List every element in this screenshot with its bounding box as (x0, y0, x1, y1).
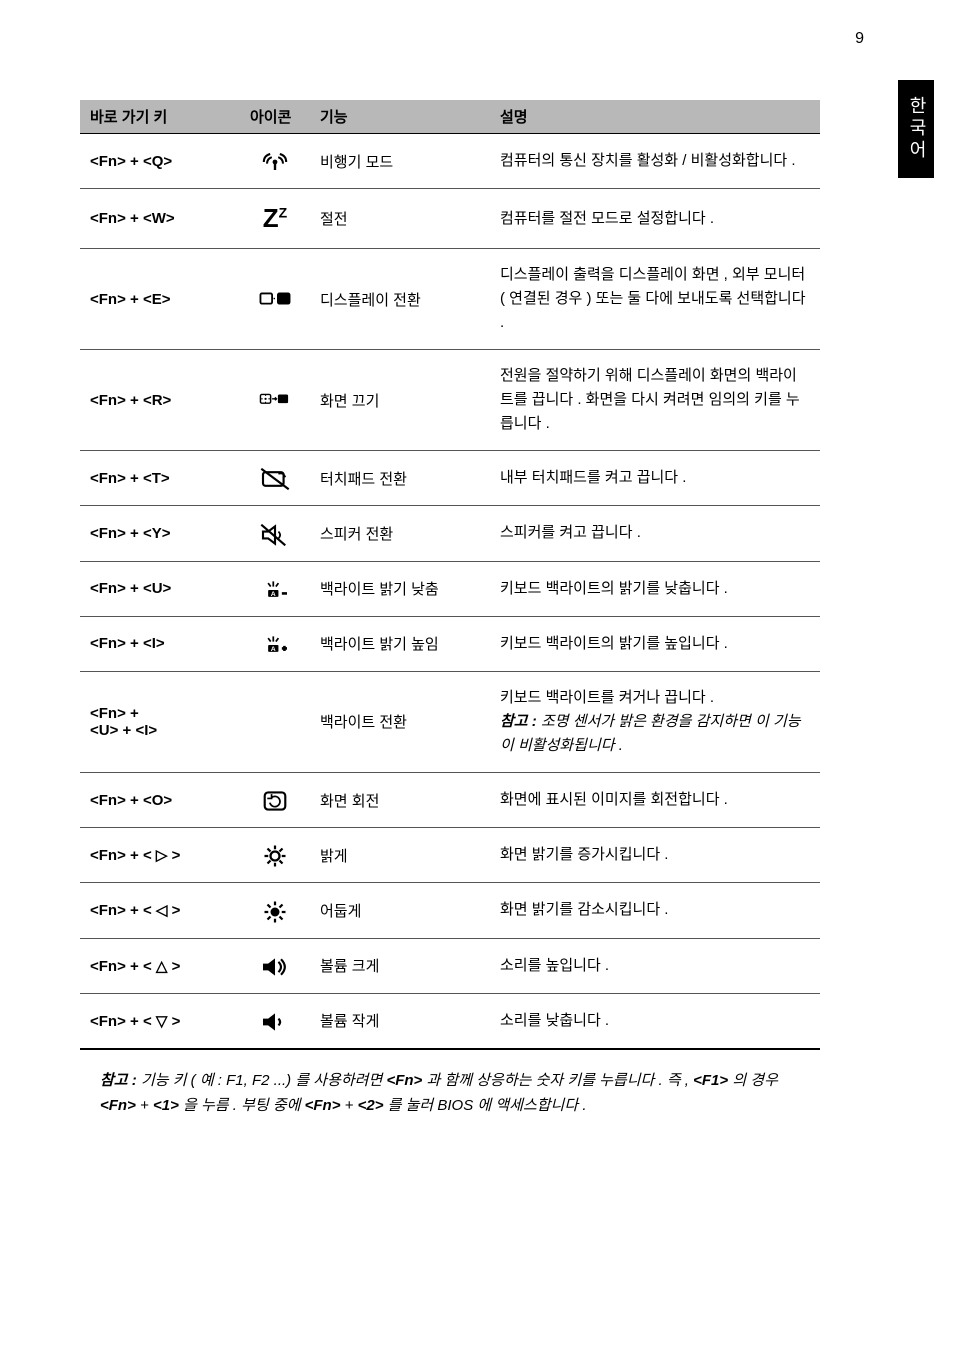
desc-cell: 소리를 높입니다 . (490, 938, 820, 993)
footer-text-7: 를 눌러 BIOS 에 액세스합니다 . (383, 1097, 586, 1114)
desc-cell: 디스플레이 출력을 디스플레이 화면 , 외부 모니터 ( 연결된 경우 ) 또… (490, 249, 820, 350)
key-cell: <Fn> + < ▷ > (80, 828, 240, 883)
footer-text-5: 을 누름 . 부팅 중에 (179, 1097, 305, 1114)
key-cell: <Fn> + <Q> (80, 134, 240, 189)
svg-text:A: A (271, 591, 276, 598)
key-cell: <Fn> + <I> (80, 616, 240, 671)
desc-cell: 화면에 표시된 이미지를 회전합니다 . (490, 772, 820, 827)
vol-up-icon (240, 938, 310, 993)
table-row: <Fn> + <E> 디스플레이 전환디스플레이 출력을 디스플레이 화면 , 외… (80, 249, 820, 350)
desc-cell: 키보드 백라이트의 밝기를 낮춥니다 . (490, 561, 820, 616)
speaker-mute-icon (240, 506, 310, 561)
table-row: <Fn> + < △ > 볼륨 크게소리를 높입니다 . (80, 938, 820, 993)
table-row: <Fn> + <R> 화면 끄기전원을 절약하기 위해 디스플레이 화면의 백라이… (80, 350, 820, 451)
func-cell: 화면 회전 (310, 772, 490, 827)
key-cell: <Fn> + <E> (80, 249, 240, 350)
table-row: <Fn> + <U> + <I> 백라이트 전환키보드 백라이트를 켜거나 끕니다… (80, 671, 820, 772)
note-label: 참고 : (100, 1072, 141, 1089)
table-row: <Fn> + <T> 터치패드 전환내부 터치패드를 켜고 끕니다 . (80, 451, 820, 506)
key-cell: <Fn> + <W> (80, 189, 240, 249)
language-tab: 한국어 (898, 80, 934, 178)
header-key: 바로 가기 키 (80, 100, 240, 134)
func-cell: 비행기 모드 (310, 134, 490, 189)
desc-cell: 컴퓨터를 절전 모드로 설정합니다 . (490, 189, 820, 249)
desc-cell: 화면 밝기를 증가시킵니다 . (490, 828, 820, 883)
footer-text-4: + (136, 1097, 153, 1114)
hotkey-table: 바로 가기 키 아이콘 기능 설명 <Fn> + <Q> 비행기 모드컴퓨터의 통… (80, 100, 820, 1050)
kb-backlight-up-icon: A (240, 616, 310, 671)
key-cell: <Fn> + <O> (80, 772, 240, 827)
footer-key-1: <Fn> (386, 1072, 422, 1089)
table-row: <Fn> + <W>ZZ절전컴퓨터를 절전 모드로 설정합니다 . (80, 189, 820, 249)
footer-key-4: <1> (153, 1097, 179, 1114)
signal-icon (240, 134, 310, 189)
table-row: <Fn> + <O> 화면 회전화면에 표시된 이미지를 회전합니다 . (80, 772, 820, 827)
footer-key-5: <Fn> (305, 1097, 341, 1114)
desc-cell: 소리를 낮춥니다 . (490, 993, 820, 1049)
table-row: <Fn> + < ◁ > 어둡게화면 밝기를 감소시킵니다 . (80, 883, 820, 938)
key-cell: <Fn> + <U> + <I> (80, 671, 240, 772)
table-row: <Fn> + <Q> 비행기 모드컴퓨터의 통신 장치를 활성화 / 비활성화합니… (80, 134, 820, 189)
func-cell: 스피커 전환 (310, 506, 490, 561)
key-cell: <Fn> + < ◁ > (80, 883, 240, 938)
func-cell: 터치패드 전환 (310, 451, 490, 506)
footer-key-3: <Fn> (100, 1097, 136, 1114)
main-content: 바로 가기 키 아이콘 기능 설명 <Fn> + <Q> 비행기 모드컴퓨터의 통… (80, 100, 820, 1119)
func-cell: 디스플레이 전환 (310, 249, 490, 350)
key-cell: <Fn> + < △ > (80, 938, 240, 993)
desc-cell: 키보드 백라이트의 밝기를 높입니다 . (490, 616, 820, 671)
vol-down-icon (240, 993, 310, 1049)
page-number: 9 (855, 30, 864, 48)
table-row: <Fn> + <I> A 백라이트 밝기 높임키보드 백라이트의 밝기를 높입니다 … (80, 616, 820, 671)
touchpad-icon (240, 451, 310, 506)
key-cell: <Fn> + < ▽ > (80, 993, 240, 1049)
footer-text-2: 과 함께 상응하는 숫자 키를 누릅니다 . 즉 , (422, 1072, 693, 1089)
zz-icon: ZZ (240, 189, 310, 249)
desc-cell: 전원을 절약하기 위해 디스플레이 화면의 백라이트를 끕니다 . 화면을 다시… (490, 350, 820, 451)
key-cell: <Fn> + <T> (80, 451, 240, 506)
table-row: <Fn> + < ▷ > 밝게화면 밝기를 증가시킵니다 . (80, 828, 820, 883)
key-cell: <Fn> + <U> (80, 561, 240, 616)
bright-up-icon (240, 828, 310, 883)
footer-text-3: 의 경우 (728, 1072, 778, 1089)
display-switch-icon (240, 249, 310, 350)
table-row: <Fn> + <Y> 스피커 전환스피커를 켜고 끕니다 . (80, 506, 820, 561)
svg-text:A: A (271, 646, 276, 653)
header-func: 기능 (310, 100, 490, 134)
table-row: <Fn> + <U> A 백라이트 밝기 낮춤키보드 백라이트의 밝기를 낮춥니다 … (80, 561, 820, 616)
footer-key-2: <F1> (693, 1072, 728, 1089)
rotate-icon (240, 772, 310, 827)
header-icon: 아이콘 (240, 100, 310, 134)
func-cell: 어둡게 (310, 883, 490, 938)
table-header-row: 바로 가기 키 아이콘 기능 설명 (80, 100, 820, 134)
func-cell: 볼륨 크게 (310, 938, 490, 993)
func-cell: 볼륨 작게 (310, 993, 490, 1049)
bright-down-icon (240, 883, 310, 938)
header-desc: 설명 (490, 100, 820, 134)
kb-backlight-down-icon: A (240, 561, 310, 616)
desc-cell: 내부 터치패드를 켜고 끕니다 . (490, 451, 820, 506)
func-cell: 백라이트 전환 (310, 671, 490, 772)
desc-cell: 컴퓨터의 통신 장치를 활성화 / 비활성화합니다 . (490, 134, 820, 189)
footer-text-6: + (340, 1097, 357, 1114)
func-cell: 화면 끄기 (310, 350, 490, 451)
table-row: <Fn> + < ▽ > 볼륨 작게소리를 낮춥니다 . (80, 993, 820, 1049)
footer-key-6: <2> (358, 1097, 384, 1114)
desc-cell: 키보드 백라이트를 켜거나 끕니다 .참고 : 조명 센서가 밝은 환경을 감지… (490, 671, 820, 772)
footer-note: 참고 : 기능 키 ( 예 : F1, F2 ...) 를 사용하려면 <Fn>… (80, 1068, 820, 1119)
empty-icon (240, 671, 310, 772)
func-cell: 절전 (310, 189, 490, 249)
func-cell: 백라이트 밝기 높임 (310, 616, 490, 671)
desc-cell: 스피커를 켜고 끕니다 . (490, 506, 820, 561)
key-cell: <Fn> + <R> (80, 350, 240, 451)
func-cell: 백라이트 밝기 낮춤 (310, 561, 490, 616)
screen-off-icon (240, 350, 310, 451)
desc-cell: 화면 밝기를 감소시킵니다 . (490, 883, 820, 938)
key-cell: <Fn> + <Y> (80, 506, 240, 561)
footer-text-1: 기능 키 ( 예 : F1, F2 ...) 를 사용하려면 (141, 1072, 387, 1089)
func-cell: 밝게 (310, 828, 490, 883)
